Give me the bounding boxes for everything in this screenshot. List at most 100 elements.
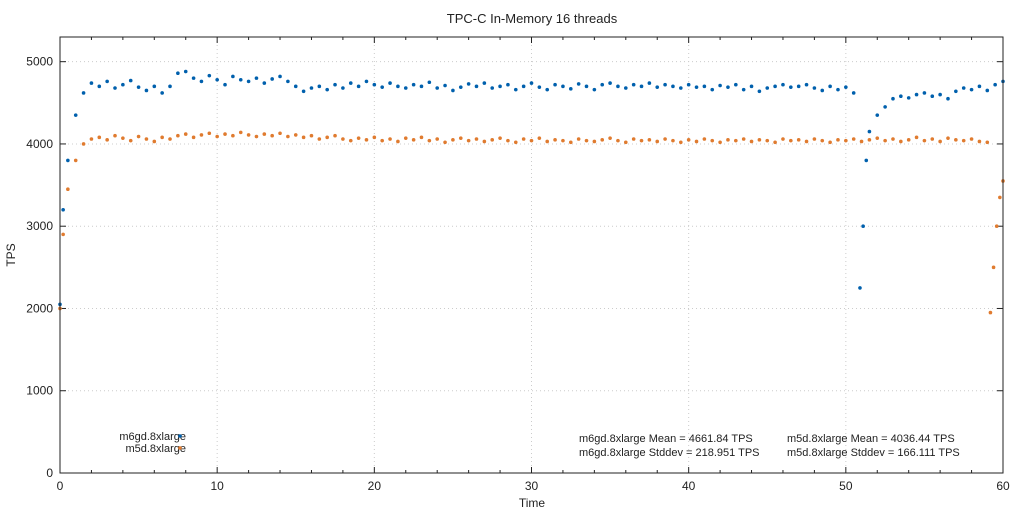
data-point-m6gd.8xlarge xyxy=(207,73,212,78)
data-point-m6gd.8xlarge xyxy=(796,84,801,89)
data-point-m5d.8xlarge xyxy=(988,310,993,315)
data-point-m6gd.8xlarge xyxy=(89,81,94,85)
data-point-m6gd.8xlarge xyxy=(891,96,895,101)
data-point-m5d.8xlarge xyxy=(89,137,94,141)
data-point-m6gd.8xlarge xyxy=(529,81,534,85)
data-point-m6gd.8xlarge xyxy=(293,84,298,89)
data-point-m5d.8xlarge xyxy=(152,139,157,144)
data-point-m5d.8xlarge xyxy=(710,138,715,143)
x-tick-label: 40 xyxy=(682,479,696,493)
data-point-m6gd.8xlarge xyxy=(864,158,869,163)
y-tick-label: 1000 xyxy=(26,384,53,398)
data-point-m6gd.8xlarge xyxy=(466,82,471,86)
data-point-m5d.8xlarge xyxy=(105,138,109,142)
legend: m6gd.8xlarge m5d.8xlarge xyxy=(119,431,186,455)
data-point-m5d.8xlarge xyxy=(639,138,644,143)
data-point-m5d.8xlarge xyxy=(529,138,534,143)
legend-label-m6gd: m6gd.8xlarge xyxy=(119,431,186,443)
data-point-m6gd.8xlarge xyxy=(498,84,502,89)
m6gd-mean: m6gd.8xlarge Mean = 4661.84 TPS xyxy=(579,433,753,445)
y-tick-label: 3000 xyxy=(26,219,53,233)
data-point-m6gd.8xlarge xyxy=(278,74,282,79)
data-point-m5d.8xlarge xyxy=(231,133,235,138)
data-point-m6gd.8xlarge xyxy=(435,86,440,90)
data-point-m6gd.8xlarge xyxy=(348,81,353,85)
data-point-m6gd.8xlarge xyxy=(191,76,196,80)
data-point-m6gd.8xlarge xyxy=(317,84,322,89)
data-point-m5d.8xlarge xyxy=(734,138,738,143)
data-point-m6gd.8xlarge xyxy=(396,84,400,89)
data-point-m6gd.8xlarge xyxy=(388,81,392,85)
data-point-m5d.8xlarge xyxy=(608,136,612,140)
data-point-m5d.8xlarge xyxy=(427,138,432,143)
data-point-m5d.8xlarge xyxy=(954,138,958,142)
data-point-m6gd.8xlarge xyxy=(513,87,518,92)
data-point-m5d.8xlarge xyxy=(969,137,974,141)
data-point-m5d.8xlarge xyxy=(451,138,455,142)
data-point-m5d.8xlarge xyxy=(474,137,479,141)
data-point-m6gd.8xlarge xyxy=(631,82,636,87)
data-point-m5d.8xlarge xyxy=(498,136,502,140)
data-point-m5d.8xlarge xyxy=(521,137,526,141)
data-point-m5d.8xlarge xyxy=(380,138,384,143)
data-point-m5d.8xlarge xyxy=(726,138,730,142)
data-point-m6gd.8xlarge xyxy=(946,96,950,101)
data-point-m5d.8xlarge xyxy=(246,133,251,137)
data-point-m6gd.8xlarge xyxy=(144,88,149,93)
data-point-m5d.8xlarge xyxy=(796,138,801,142)
data-point-m5d.8xlarge xyxy=(309,133,314,138)
data-point-m6gd.8xlarge xyxy=(663,82,667,87)
data-point-m5d.8xlarge xyxy=(749,139,754,144)
data-point-m6gd.8xlarge xyxy=(427,80,432,85)
chart-title: TPC-C In-Memory 16 threads xyxy=(447,11,618,26)
data-point-m5d.8xlarge xyxy=(443,140,447,145)
data-point-m6gd.8xlarge xyxy=(270,77,274,81)
data-point-m6gd.8xlarge xyxy=(254,76,259,80)
data-point-m5d.8xlarge xyxy=(875,136,880,140)
data-point-m5d.8xlarge xyxy=(325,135,329,140)
x-tick-label: 20 xyxy=(368,479,382,493)
data-point-m6gd.8xlarge xyxy=(930,94,935,99)
data-point-m6gd.8xlarge xyxy=(223,82,227,87)
data-point-m6gd.8xlarge xyxy=(81,91,86,95)
data-point-m5d.8xlarge xyxy=(215,134,219,139)
data-point-m5d.8xlarge xyxy=(663,137,667,141)
data-point-m6gd.8xlarge xyxy=(679,86,683,90)
data-point-m5d.8xlarge xyxy=(537,136,542,140)
data-point-m6gd.8xlarge xyxy=(105,79,109,84)
data-point-m6gd.8xlarge xyxy=(372,82,377,87)
data-point-m6gd.8xlarge xyxy=(286,79,290,84)
data-point-m6gd.8xlarge xyxy=(954,89,958,94)
data-point-m5d.8xlarge xyxy=(270,133,274,138)
data-point-m6gd.8xlarge xyxy=(734,82,738,87)
m6gd-stddev: m6gd.8xlarge Stddev = 218.951 TPS xyxy=(579,447,760,459)
data-point-m6gd.8xlarge xyxy=(647,81,652,85)
data-point-m6gd.8xlarge xyxy=(867,129,872,134)
data-point-m5d.8xlarge xyxy=(600,138,605,142)
data-point-m6gd.8xlarge xyxy=(309,86,314,90)
data-point-m5d.8xlarge xyxy=(333,133,337,138)
data-point-m6gd.8xlarge xyxy=(686,82,691,87)
data-point-m5d.8xlarge xyxy=(812,137,817,141)
data-point-m5d.8xlarge xyxy=(883,138,887,143)
data-point-m5d.8xlarge xyxy=(836,138,840,142)
data-point-m6gd.8xlarge xyxy=(922,91,927,95)
data-points xyxy=(58,69,1005,315)
data-point-m6gd.8xlarge xyxy=(961,86,966,90)
data-point-m5d.8xlarge xyxy=(341,137,345,141)
data-point-m5d.8xlarge xyxy=(568,140,573,145)
data-point-m5d.8xlarge xyxy=(176,133,180,138)
data-point-m6gd.8xlarge xyxy=(568,87,573,91)
data-point-m5d.8xlarge xyxy=(81,142,86,146)
data-point-m5d.8xlarge xyxy=(624,140,628,145)
data-point-m5d.8xlarge xyxy=(419,135,424,140)
data-point-m5d.8xlarge xyxy=(891,137,895,141)
data-point-m5d.8xlarge xyxy=(930,137,935,141)
data-point-m6gd.8xlarge xyxy=(985,88,990,93)
data-point-m5d.8xlarge xyxy=(73,158,78,163)
legend-label-m5d: m5d.8xlarge xyxy=(125,443,186,455)
data-point-m6gd.8xlarge xyxy=(741,87,746,92)
data-point-m6gd.8xlarge xyxy=(773,84,777,89)
data-point-m5d.8xlarge xyxy=(262,132,267,136)
data-point-m5d.8xlarge xyxy=(254,134,259,139)
